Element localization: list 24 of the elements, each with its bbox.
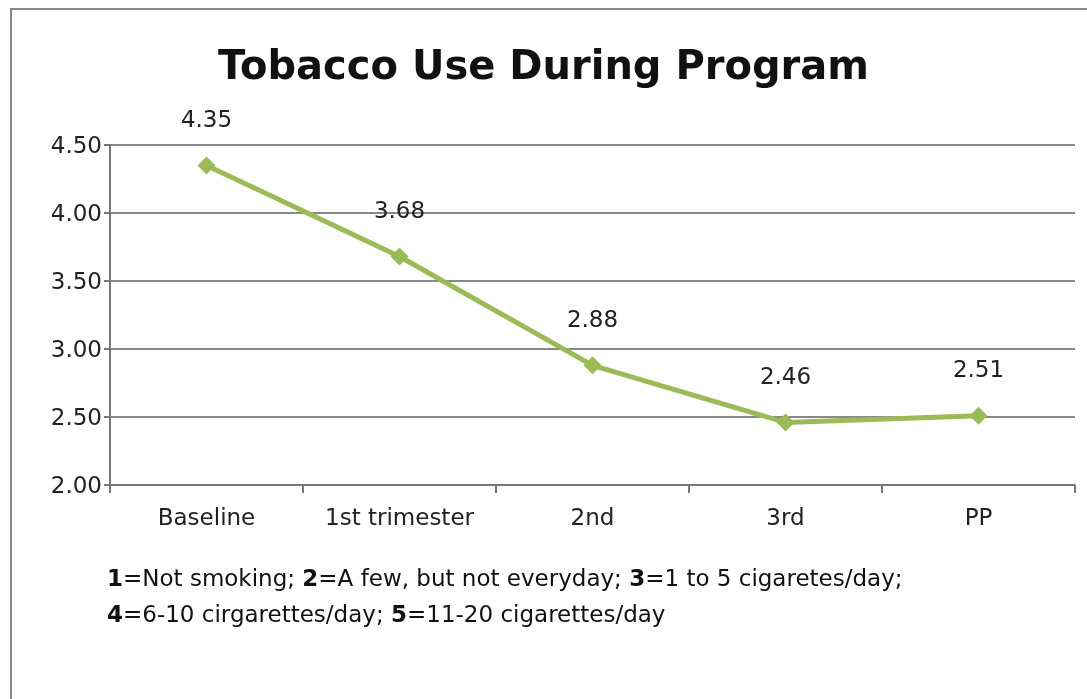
text: 4=6-10 cirgarettes/day; 5=11-20 cigarettes/day bbox=[107, 600, 667, 629]
data-label: 4.35 bbox=[180, 105, 233, 132]
point bbox=[197, 156, 216, 175]
text: 1=Not smoking; 2=A few, but not everyday; 3=1 to 5 cigaretes/day; bbox=[107, 564, 904, 593]
chart-title: Tobacco Use During Program bbox=[218, 42, 869, 88]
y-tick-label: 2.00 bbox=[50, 472, 102, 498]
x-tick-label: 2nd bbox=[570, 503, 615, 530]
data-label: 2.51 bbox=[952, 356, 1005, 383]
x-tick-label: 3rd bbox=[766, 503, 805, 530]
y-tick-label: 4.50 bbox=[50, 132, 102, 158]
point bbox=[969, 406, 988, 425]
x-tick-label: PP bbox=[964, 503, 993, 530]
point bbox=[776, 413, 795, 432]
point bbox=[390, 247, 409, 266]
x-tick-label: 1st trimester bbox=[325, 503, 475, 530]
y-tick-label: 2.50 bbox=[50, 404, 102, 430]
y-tick-label: 3.00 bbox=[50, 336, 102, 362]
x-tick-label: Baseline bbox=[157, 503, 256, 530]
y-tick-label: 3.50 bbox=[50, 268, 102, 294]
data-label: 3.68 bbox=[373, 197, 426, 224]
data-label: 2.46 bbox=[759, 362, 812, 389]
y-tick-label: 4.00 bbox=[50, 200, 102, 226]
data-label: 2.88 bbox=[566, 305, 619, 332]
point bbox=[583, 356, 602, 375]
